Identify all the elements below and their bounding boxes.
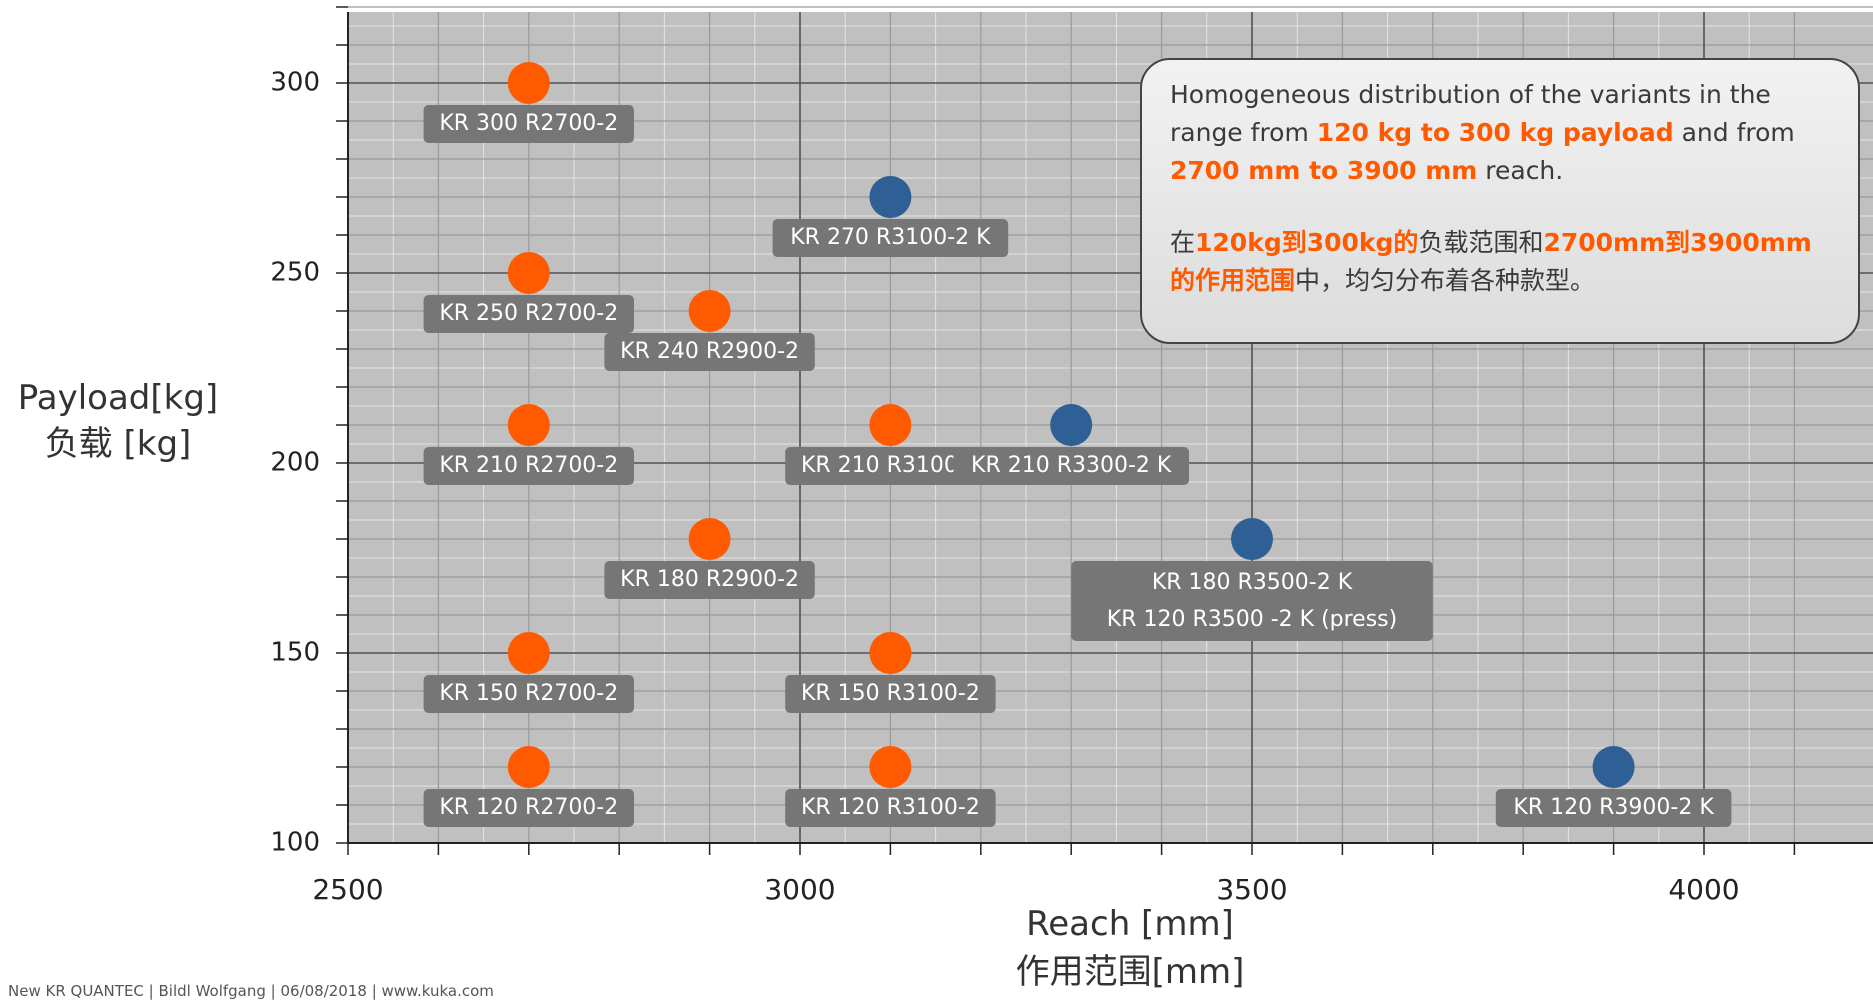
- note-cn-text-3: 和: [1518, 228, 1544, 257]
- point-label-box: [785, 789, 996, 827]
- footer-text: New KR QUANTEC | Bildl Wolfgang | 06/08/…: [8, 982, 494, 1000]
- x-axis-label-en: Reach [mm]: [1026, 904, 1234, 944]
- y-axis-label-en: Payload[kg]: [17, 378, 219, 418]
- point-label: KR 210 R3300-2 K: [971, 453, 1172, 478]
- point-label-box: [604, 561, 815, 599]
- x-tick-label: 4000: [1668, 873, 1739, 906]
- point-marker: [869, 746, 912, 788]
- point-label-box: [423, 295, 634, 333]
- note-en-highlight-1: 120 kg to 300 kg payload: [1316, 118, 1674, 147]
- point-label-box: [423, 675, 634, 713]
- y-tick-label: 250: [270, 258, 320, 288]
- y-axis-label: Payload[kg] 负载 [kg]: [8, 375, 228, 467]
- note-en-text-3: reach.: [1477, 156, 1564, 185]
- data-point: KR 210 R2700-2: [423, 404, 634, 485]
- annotation-chinese: 在120kg到300kg的负载范围和2700mm到3900mm的作用范围中，均匀…: [1170, 224, 1830, 300]
- data-point: KR 120 R3100-2: [785, 746, 996, 827]
- point-label: KR 150 R3100-2: [801, 681, 980, 706]
- point-label: KR 210 R2700-2: [439, 453, 618, 478]
- tick-labels: 100 150 200 250 300 2500 3000 3500 4000: [270, 68, 1739, 907]
- data-point: KR 210 R3300-2 K: [953, 404, 1189, 485]
- note-cn-text-4: 中，均匀分布着各种款型。: [1295, 266, 1596, 295]
- point-label: KR 120 R3100-2: [801, 795, 980, 820]
- point-label-box: [423, 105, 634, 143]
- point-label: KR 210 R3100-2: [801, 453, 980, 478]
- axes: [336, 6, 1873, 855]
- data-point: KR 270 R3100-2 K: [772, 176, 1009, 257]
- point-marker: [507, 404, 550, 446]
- point-label-box: [423, 447, 634, 485]
- point-marker: [688, 290, 731, 332]
- point-marker: [507, 252, 550, 294]
- point-marker: [507, 62, 550, 104]
- point-marker: [688, 518, 731, 560]
- data-point: KR 120 R2700-2: [423, 746, 634, 827]
- note-en-text-1: Homogeneous distribution of the variants…: [1170, 80, 1771, 147]
- data-point: KR 250 R2700-2: [423, 252, 634, 333]
- point-label: KR 120 R3900-2 K: [1513, 795, 1714, 820]
- point-label: KR 270 R3100-2 K: [790, 225, 991, 250]
- point-label-box: [785, 675, 996, 713]
- y-tick-label: 300: [270, 68, 320, 98]
- y-tick-label: 150: [270, 638, 320, 668]
- annotation-english: Homogeneous distribution of the variants…: [1170, 76, 1830, 190]
- note-cn-highlight-1: 120kg到300kg的: [1195, 228, 1419, 257]
- data-point: KR 300 R2700-2: [423, 62, 634, 143]
- point-label-box: [1071, 561, 1433, 641]
- y-tick-label: 100: [270, 828, 320, 858]
- point-label-box: [953, 447, 1189, 485]
- annotation-callout: Homogeneous distribution of the variants…: [1140, 58, 1860, 344]
- point-label-box: [772, 219, 1009, 257]
- data-point: KR 240 R2900-2: [604, 290, 815, 371]
- point-label-box: [423, 789, 634, 827]
- x-tick-label: 2500: [312, 873, 383, 906]
- data-point: KR 210 R3100-2: [785, 404, 996, 485]
- point-marker: [869, 632, 912, 674]
- data-point: KR 150 R2700-2: [423, 632, 634, 713]
- data-point: KR 120 R3900-2 K: [1495, 746, 1732, 827]
- point-marker: [507, 632, 550, 674]
- point-marker: [869, 176, 912, 218]
- point-label: KR 300 R2700-2: [439, 111, 618, 136]
- x-axis-label-cn: 作用范围[mm]: [1015, 952, 1245, 992]
- data-point: KR 180 R2900-2: [604, 518, 815, 599]
- point-label: KR 180 R2900-2: [620, 567, 799, 592]
- note-en-highlight-2: 2700 mm to 3900 mm: [1170, 156, 1478, 185]
- y-axis-label-cn: 负载 [kg]: [44, 424, 192, 464]
- y-tick-label: 200: [270, 448, 320, 478]
- point-label: KR 120 R2700-2: [439, 795, 618, 820]
- point-label: KR 240 R2900-2: [620, 339, 799, 364]
- x-tick-label: 3500: [1216, 873, 1287, 906]
- data-point: KR 150 R3100-2: [785, 632, 996, 713]
- point-marker: [507, 746, 550, 788]
- note-cn-text-1: 在: [1170, 228, 1196, 257]
- point-label: KR 180 R3500-2 K: [1152, 570, 1353, 595]
- x-tick-label: 3000: [764, 873, 835, 906]
- data-points: KR 300 R2700-2 KR 270 R3100-2 K KR 250 R27…: [423, 62, 1732, 827]
- note-cn-text-2: 负载范围: [1418, 228, 1519, 257]
- point-marker: [1231, 518, 1273, 560]
- point-marker: [869, 404, 912, 446]
- data-point: KR 180 R3500-2 K KR 120 R3500 -2 K (press…: [1071, 518, 1433, 641]
- point-marker: [1050, 404, 1093, 446]
- point-label: KR 150 R2700-2: [439, 681, 618, 706]
- point-label-box: [1495, 789, 1732, 827]
- point-label: KR 120 R3500 -2 K (press): [1107, 607, 1397, 632]
- point-label-box: [604, 333, 815, 371]
- point-label: KR 250 R2700-2: [439, 301, 618, 326]
- point-marker: [1592, 746, 1635, 788]
- point-label-box: [785, 447, 996, 485]
- note-cn-highlight-2: 2700mm到3900mm的作用范围: [1170, 228, 1812, 295]
- x-axis-label: Reach [mm] 作用范围[mm]: [900, 900, 1360, 996]
- note-en-text-2: and from: [1673, 118, 1795, 147]
